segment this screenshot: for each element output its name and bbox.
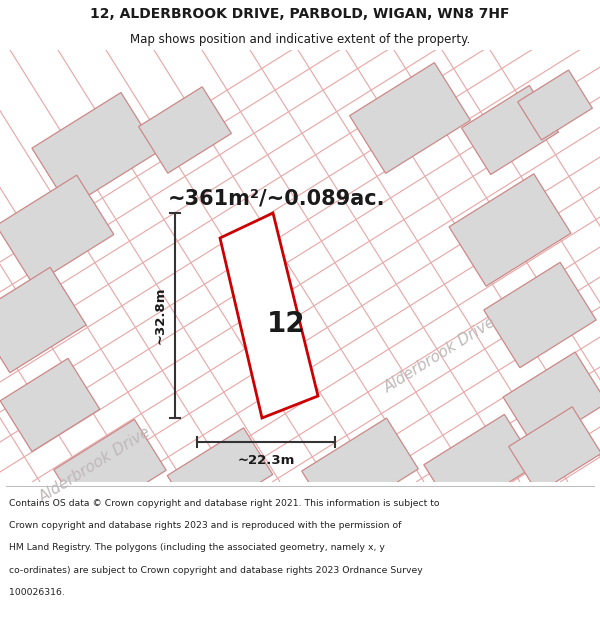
Polygon shape bbox=[0, 175, 114, 285]
Polygon shape bbox=[167, 428, 273, 522]
Text: HM Land Registry. The polygons (including the associated geometry, namely x, y: HM Land Registry. The polygons (includin… bbox=[9, 544, 385, 552]
Text: Alderbrook Drive: Alderbrook Drive bbox=[37, 424, 154, 506]
Polygon shape bbox=[518, 70, 592, 140]
Text: ~32.8m: ~32.8m bbox=[154, 287, 167, 344]
Polygon shape bbox=[220, 213, 318, 418]
Polygon shape bbox=[54, 419, 166, 521]
Text: Crown copyright and database rights 2023 and is reproduced with the permission o: Crown copyright and database rights 2023… bbox=[9, 521, 401, 531]
Text: 12: 12 bbox=[267, 310, 305, 338]
Polygon shape bbox=[509, 407, 600, 493]
Polygon shape bbox=[350, 62, 470, 173]
Polygon shape bbox=[449, 174, 571, 286]
Polygon shape bbox=[0, 268, 86, 372]
Text: ~361m²/~0.089ac.: ~361m²/~0.089ac. bbox=[168, 188, 386, 208]
Text: Map shows position and indicative extent of the property.: Map shows position and indicative extent… bbox=[130, 32, 470, 46]
Text: 12, ALDERBROOK DRIVE, PARBOLD, WIGAN, WN8 7HF: 12, ALDERBROOK DRIVE, PARBOLD, WIGAN, WN… bbox=[90, 7, 510, 21]
Text: co-ordinates) are subject to Crown copyright and database rights 2023 Ordnance S: co-ordinates) are subject to Crown copyr… bbox=[9, 566, 423, 574]
Text: 100026316.: 100026316. bbox=[9, 588, 65, 597]
Text: Contains OS data © Crown copyright and database right 2021. This information is : Contains OS data © Crown copyright and d… bbox=[9, 499, 439, 508]
Polygon shape bbox=[139, 87, 232, 173]
Text: Alderbrook Drive: Alderbrook Drive bbox=[382, 314, 499, 396]
Polygon shape bbox=[424, 414, 536, 516]
Polygon shape bbox=[32, 92, 158, 208]
Polygon shape bbox=[0, 358, 100, 452]
Polygon shape bbox=[461, 86, 559, 174]
Polygon shape bbox=[302, 418, 418, 522]
Polygon shape bbox=[484, 262, 596, 368]
Text: ~22.3m: ~22.3m bbox=[238, 454, 295, 467]
Polygon shape bbox=[503, 352, 600, 448]
